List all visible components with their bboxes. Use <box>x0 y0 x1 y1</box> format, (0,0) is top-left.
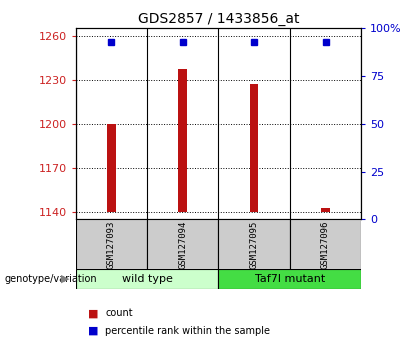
Bar <box>147 219 218 271</box>
Text: ■: ■ <box>88 308 99 318</box>
Bar <box>250 84 258 212</box>
Bar <box>76 269 218 289</box>
Text: genotype/variation: genotype/variation <box>4 274 97 284</box>
Text: percentile rank within the sample: percentile rank within the sample <box>105 326 270 336</box>
Bar <box>76 219 147 271</box>
Bar <box>178 69 187 212</box>
Text: count: count <box>105 308 133 318</box>
Bar <box>107 124 116 212</box>
Text: ▶: ▶ <box>61 274 69 284</box>
Text: Taf7l mutant: Taf7l mutant <box>255 274 325 284</box>
Bar <box>218 219 290 271</box>
Text: wild type: wild type <box>121 274 173 284</box>
Text: GSM127095: GSM127095 <box>249 221 259 269</box>
Bar <box>321 208 330 212</box>
Bar <box>218 269 361 289</box>
Title: GDS2857 / 1433856_at: GDS2857 / 1433856_at <box>138 12 299 26</box>
Text: GSM127096: GSM127096 <box>321 221 330 269</box>
Text: ■: ■ <box>88 326 99 336</box>
Text: GSM127094: GSM127094 <box>178 221 187 269</box>
Text: GSM127093: GSM127093 <box>107 221 116 269</box>
Bar <box>290 219 361 271</box>
